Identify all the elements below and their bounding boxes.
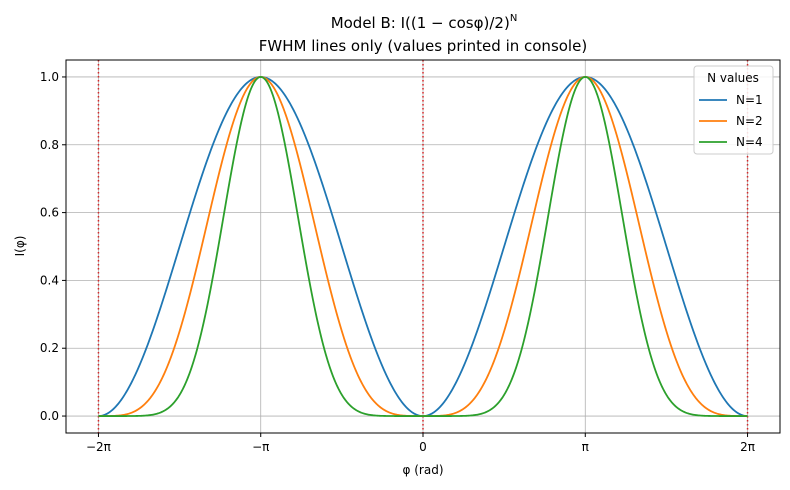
x-tick-label-1: −π <box>252 440 269 454</box>
chart-title: Model B: I((1 − cosφ)/2)N <box>331 13 518 32</box>
x-tick-label-4: 2π <box>740 440 755 454</box>
y-tick-label-2: 0.4 <box>40 273 59 287</box>
legend-title: N values <box>707 71 759 85</box>
y-axis-ticks: 0.0 0.2 0.4 0.6 0.8 1.0 <box>40 70 66 423</box>
chart-subtitle: FWHM lines only (values printed in conso… <box>259 37 587 55</box>
y-tick-label-3: 0.6 <box>40 206 59 220</box>
title-superscript: N <box>510 13 517 24</box>
x-axis-label: φ (rad) <box>403 463 444 477</box>
legend-label-n2: N=2 <box>736 114 763 128</box>
legend-items: N=1 N=2 N=4 <box>699 93 763 149</box>
x-tick-label-3: π <box>582 440 589 454</box>
y-axis-label: I(φ) <box>13 236 27 257</box>
legend-label-n1: N=1 <box>736 93 763 107</box>
x-tick-label-2: 0 <box>419 440 427 454</box>
x-tick-label-0: −2π <box>86 440 111 454</box>
legend-label-n4: N=4 <box>736 135 763 149</box>
series-lines <box>98 76 748 417</box>
y-tick-label-5: 1.0 <box>40 70 59 84</box>
title-main: Model B: I((1 − cosφ)/2) <box>331 14 510 32</box>
x-axis-ticks: −2π −π 0 π 2π <box>86 433 755 454</box>
y-tick-label-1: 0.2 <box>40 341 59 355</box>
legend: N values N=1 N=2 N=4 <box>693 65 774 155</box>
series-line-n4 <box>98 76 748 417</box>
legend-box <box>693 65 774 155</box>
y-tick-label-4: 0.8 <box>40 138 59 152</box>
y-tick-label-0: 0.0 <box>40 409 59 423</box>
